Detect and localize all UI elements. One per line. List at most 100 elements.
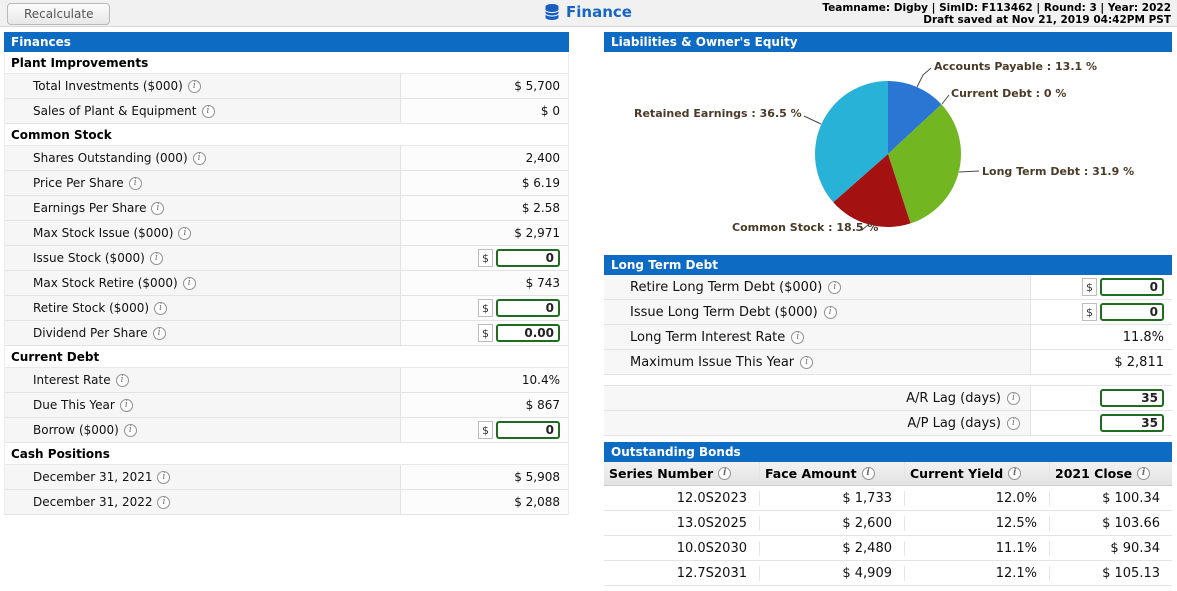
info-icon[interactable]: i <box>152 326 166 340</box>
info-icon[interactable]: i <box>178 226 192 240</box>
close-price: $ 105.13 <box>1049 565 1172 581</box>
info-icon[interactable]: i <box>1137 467 1151 480</box>
ap-lag-input[interactable] <box>1100 414 1164 432</box>
info-icon[interactable]: i <box>151 201 165 215</box>
row-label: Long Term Interest Rate <box>630 329 786 345</box>
currency-prefix: $ <box>478 421 493 439</box>
row-label: Issue Long Term Debt ($000) <box>630 304 818 320</box>
pie-slice-retained-earnings <box>815 81 888 203</box>
finances-panel: Finances Plant Improvements Total Invest… <box>4 32 569 515</box>
row-value: $ 5,908 <box>400 465 568 489</box>
close-price: $ 90.34 <box>1049 540 1172 556</box>
top-bar: Recalculate Finance Teamname: Digby | Si… <box>0 0 1177 27</box>
pie-chart: Accounts Payable : 13.1 % Current Debt :… <box>604 52 1172 247</box>
info-icon[interactable]: i <box>192 151 206 165</box>
leader-long-term-debt <box>958 170 980 173</box>
pie-label-retained-earnings: Retained Earnings : 36.5 % <box>634 107 802 120</box>
row-value: $ 2,811 <box>1030 350 1172 374</box>
info-icon[interactable]: i <box>791 330 805 344</box>
face-amount: $ 2,600 <box>759 515 904 531</box>
face-amount: $ 2,480 <box>759 540 904 556</box>
row-value: $ 6.19 <box>400 171 568 195</box>
info-icon[interactable]: i <box>157 495 171 509</box>
row-value: $ 2.58 <box>400 196 568 220</box>
row-label: Max Stock Retire ($000) <box>33 276 178 290</box>
row-label: Issue Stock ($000) <box>33 251 145 265</box>
info-icon[interactable]: i <box>119 398 133 412</box>
outstanding-bonds-panel: Outstanding Bonds Series Number i Face Am… <box>604 442 1172 586</box>
row-label: December 31, 2021 <box>33 470 153 484</box>
bond-row: 12.0S2023 $ 1,733 12.0% $ 100.34 <box>604 486 1172 511</box>
pie-label-long-term-debt: Long Term Debt : 31.9 % <box>982 165 1135 178</box>
info-icon[interactable]: i <box>861 467 875 480</box>
row-max-issue-this-year: Maximum Issue This Year i $ 2,811 <box>604 350 1172 375</box>
pie-label-common-stock: Common Stock : 18.5 % <box>732 221 879 234</box>
info-icon[interactable]: i <box>123 423 137 437</box>
row-sales-plant-equipment: Sales of Plant & Equipment i $ 0 <box>5 99 568 124</box>
currency-prefix: $ <box>1082 303 1097 321</box>
info-icon[interactable]: i <box>823 305 837 319</box>
row-label: Maximum Issue This Year <box>630 354 795 370</box>
info-icon[interactable]: i <box>182 276 196 290</box>
pie-chart-svg <box>803 67 980 231</box>
row-value: $ 0 <box>400 99 568 123</box>
info-icon[interactable]: i <box>154 301 168 315</box>
current-yield: 12.0% <box>904 490 1049 506</box>
leader-accounts-payable <box>916 67 932 88</box>
borrow-input[interactable] <box>496 421 560 439</box>
current-yield: 12.5% <box>904 515 1049 531</box>
bonds-table-header: Series Number i Face Amount i Current Yiel… <box>604 462 1172 486</box>
dividend-per-share-input[interactable] <box>496 324 560 342</box>
issue-ltd-input[interactable] <box>1100 303 1164 321</box>
liabilities-equity-panel: Liabilities & Owner's Equity Accounts Pa… <box>604 32 1172 247</box>
info-icon[interactable]: i <box>1007 391 1020 405</box>
draft-saved-line: Draft saved at Nov 21, 2019 04:42PM PST <box>923 14 1171 26</box>
issue-stock-input[interactable] <box>496 249 560 267</box>
row-lt-interest-rate: Long Term Interest Rate i 11.8% <box>604 325 1172 350</box>
info-icon[interactable]: i <box>149 251 163 265</box>
liabilities-equity-header: Liabilities & Owner's Equity <box>604 32 1172 52</box>
info-icon[interactable]: i <box>828 280 842 294</box>
info-icon[interactable]: i <box>157 470 171 484</box>
row-value: 11.8% <box>1030 325 1172 349</box>
close-price: $ 100.34 <box>1049 490 1172 506</box>
info-icon[interactable]: i <box>128 176 142 190</box>
row-interest-rate: Interest Rate i 10.4% <box>5 368 568 393</box>
ar-lag-input[interactable] <box>1100 389 1164 407</box>
section-header-current-debt: Current Debt <box>5 346 568 368</box>
close-price: $ 103.66 <box>1049 515 1172 531</box>
column-header: Face Amount <box>765 466 857 481</box>
pie-label-current-debt: Current Debt : 0 % <box>951 87 1067 100</box>
info-icon[interactable]: i <box>187 79 201 93</box>
recalculate-button[interactable]: Recalculate <box>7 3 111 25</box>
series-number: 10.0S2030 <box>676 540 747 556</box>
info-icon[interactable]: i <box>800 355 814 369</box>
bond-row: 10.0S2030 $ 2,480 11.1% $ 90.34 <box>604 536 1172 561</box>
info-icon[interactable]: i <box>718 467 732 480</box>
row-cash-dec-2021: December 31, 2021 i $ 5,908 <box>5 465 568 490</box>
info-icon[interactable]: i <box>1007 416 1020 430</box>
pie-slice-long-term-debt <box>888 104 961 224</box>
page-title: Finance <box>566 3 632 21</box>
row-value: 2,400 <box>400 146 568 170</box>
retire-stock-input[interactable] <box>496 299 560 317</box>
bond-row: 13.0S2025 $ 2,600 12.5% $ 103.66 <box>604 511 1172 536</box>
row-label: Price Per Share <box>33 176 124 190</box>
series-number: 12.7S2031 <box>676 565 747 581</box>
row-label: Retire Stock ($000) <box>33 301 150 315</box>
info-icon[interactable]: i <box>1008 467 1022 480</box>
section-header-common-stock: Common Stock <box>5 124 568 146</box>
row-label: Dividend Per Share <box>33 326 148 340</box>
lag-panel: A/R Lag (days) i A/P Lag (days) i <box>604 385 1172 436</box>
retire-ltd-input[interactable] <box>1100 278 1164 296</box>
series-number: 12.0S2023 <box>676 490 747 506</box>
row-label: Max Stock Issue ($000) <box>33 226 174 240</box>
team-info-line1: Teamname: Digby | SimID: F113462 | Round… <box>822 2 1171 14</box>
column-header: 2021 Close <box>1055 466 1133 481</box>
column-header: Series Number <box>609 466 714 481</box>
row-label: Due This Year <box>33 398 115 412</box>
info-icon[interactable]: i <box>201 104 215 118</box>
info-icon[interactable]: i <box>115 373 129 387</box>
row-value: $ 743 <box>400 271 568 295</box>
currency-prefix: $ <box>478 324 493 342</box>
